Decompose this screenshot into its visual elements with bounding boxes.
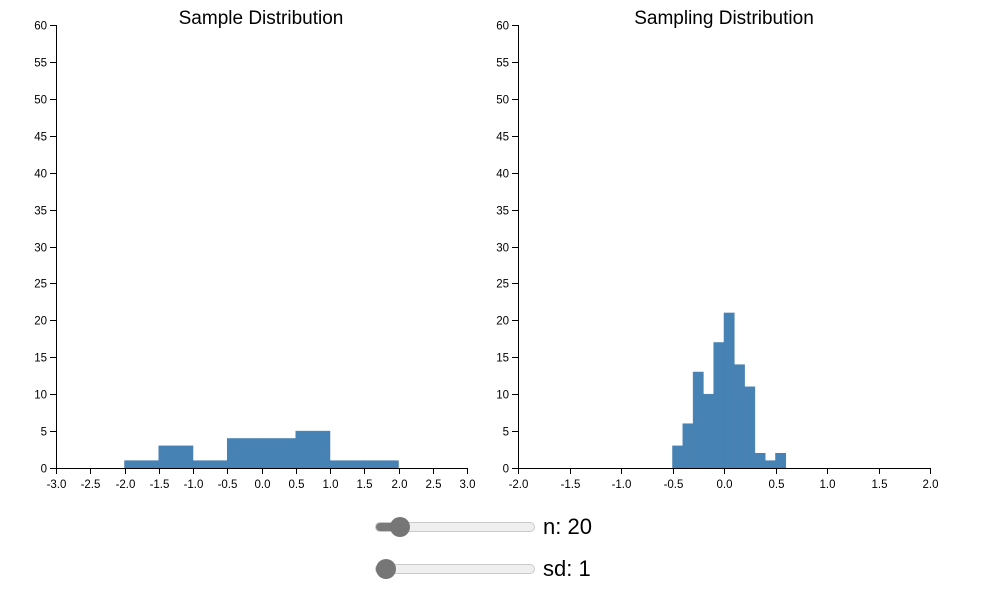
histogram-bar <box>261 438 296 469</box>
y-tick-label: 35 <box>496 206 509 218</box>
histogram-bar <box>734 364 745 469</box>
x-tick-label: -1.0 <box>612 479 632 491</box>
x-tick-label: 1.5 <box>872 479 888 491</box>
x-tick-label: -1.0 <box>184 479 204 491</box>
y-tick-label: 60 <box>34 21 47 33</box>
x-tick-label: 0.5 <box>289 479 305 491</box>
x-tick-label: -3.0 <box>47 479 67 491</box>
y-tick-label: 20 <box>34 316 47 328</box>
y-tick-label: 40 <box>496 169 509 181</box>
histogram-bar <box>764 460 776 469</box>
x-tick-label: 1.0 <box>820 479 836 491</box>
x-tick-label: 1.5 <box>357 479 373 491</box>
x-tick-label: -1.5 <box>561 479 581 491</box>
histogram-bar <box>158 445 194 469</box>
histogram-bar <box>713 342 725 469</box>
sd-label: sd: 1 <box>543 556 591 581</box>
x-tick-label: -2.0 <box>116 479 136 491</box>
sampling-distribution-chart: 0 5 10 15 20 25 30 35 40 45 50 55 60 -2.0 -1.5 -1.0 -0.5… <box>496 8 938 491</box>
x-tick-label: 1.0 <box>323 479 339 491</box>
x-tick-label: -2.5 <box>81 479 101 491</box>
y-tick-label: 30 <box>34 243 47 255</box>
sd-slider-thumb[interactable] <box>376 559 396 579</box>
chart-title: Sample Distribution <box>179 8 344 29</box>
histogram-bar <box>692 371 704 469</box>
histogram-bar <box>682 423 694 469</box>
histogram-bar <box>329 460 365 469</box>
y-tick-label: 25 <box>496 279 509 291</box>
y-tick-label: 25 <box>34 279 47 291</box>
x-tick-label: 3.0 <box>460 479 476 491</box>
y-tick-label: 20 <box>496 316 509 328</box>
x-tick-label: 2.0 <box>923 479 939 491</box>
histogram-bar <box>775 452 787 469</box>
y-tick-label: 50 <box>496 95 509 107</box>
x-tick-label: -0.5 <box>664 479 684 491</box>
y-tick-label: 10 <box>34 390 47 402</box>
x-tick-label: -2.0 <box>509 479 529 491</box>
n-slider-thumb[interactable] <box>389 517 410 537</box>
histogram-bar <box>227 438 262 469</box>
x-tick-label: 2.5 <box>426 479 442 491</box>
n-slider[interactable] <box>375 517 535 537</box>
y-tick-label: 0 <box>503 464 509 476</box>
histogram-bar <box>754 452 766 469</box>
histogram-bar <box>364 460 399 469</box>
y-tick-label: 0 <box>41 464 47 476</box>
x-tick-label: -0.5 <box>218 479 238 491</box>
histogram-bar <box>723 312 735 469</box>
y-tick-label: 55 <box>34 58 47 70</box>
histogram-bar <box>703 393 714 469</box>
y-tick-label: 45 <box>34 132 47 144</box>
histogram-bar <box>744 386 756 469</box>
y-tick-label: 5 <box>41 427 47 439</box>
n-slider-fill <box>376 523 400 531</box>
x-tick-label: -1.5 <box>150 479 170 491</box>
sd-slider[interactable] <box>375 559 535 579</box>
x-tick-label: 0.0 <box>255 479 271 491</box>
y-tick-label: 60 <box>496 21 509 33</box>
x-tick-label: 2.0 <box>392 479 408 491</box>
y-tick-label: 50 <box>34 95 47 107</box>
y-tick-label: 10 <box>496 390 509 402</box>
n-label: n: 20 <box>543 514 592 539</box>
chart-title: Sampling Distribution <box>634 8 814 29</box>
y-tick-label: 30 <box>496 243 509 255</box>
y-tick-label: 5 <box>503 427 509 439</box>
y-tick-label: 15 <box>34 353 47 365</box>
histogram-bar <box>295 430 331 469</box>
histogram-bar <box>124 460 159 469</box>
y-tick-label: 15 <box>496 353 509 365</box>
y-tick-label: 40 <box>34 169 47 181</box>
y-tick-label: 45 <box>496 132 509 144</box>
histogram-bar <box>192 460 228 469</box>
histogram-bar <box>672 445 684 469</box>
y-tick-label: 55 <box>496 58 509 70</box>
sd-slider-row: sd: 1 <box>375 556 591 582</box>
y-tick-label: 35 <box>34 206 47 218</box>
x-tick-label: 0.0 <box>717 479 733 491</box>
sample-distribution-chart: 0 5 10 15 20 25 30 35 40 45 50 55 60 -3.0 -2.5 -2.0 -1.5… <box>34 8 475 491</box>
n-slider-row: n: 20 <box>375 514 592 540</box>
x-tick-label: 0.5 <box>769 479 785 491</box>
